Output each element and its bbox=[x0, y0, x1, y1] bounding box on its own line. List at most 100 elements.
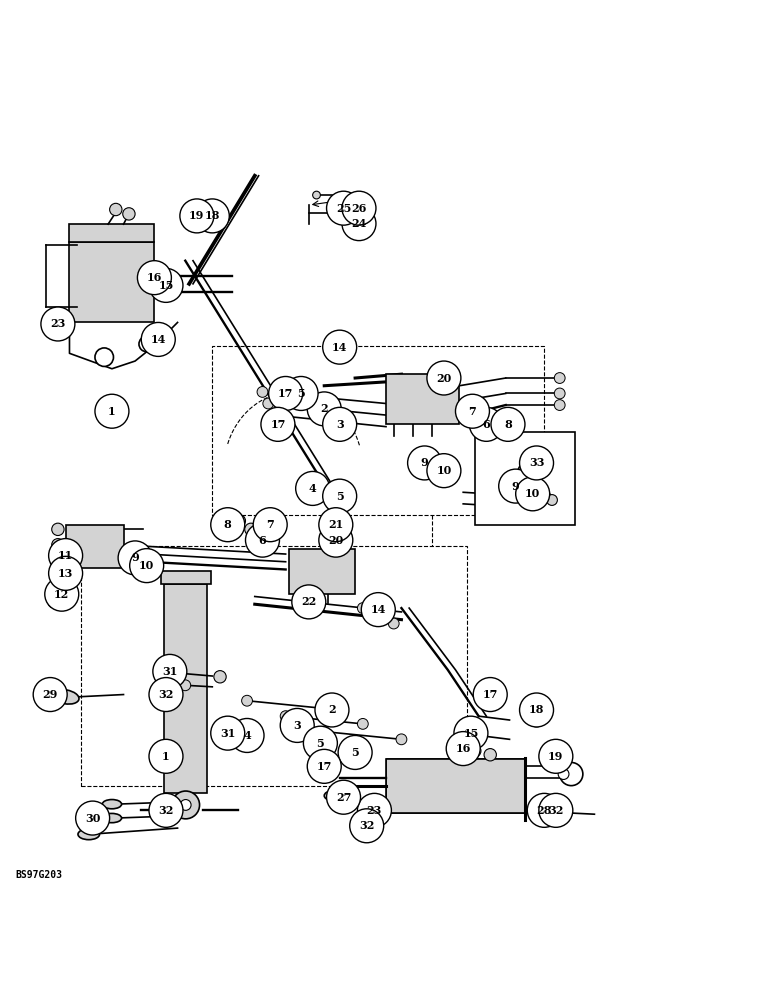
Text: 16: 16 bbox=[455, 743, 471, 754]
Circle shape bbox=[41, 307, 75, 341]
Circle shape bbox=[523, 492, 534, 502]
Text: 32: 32 bbox=[158, 805, 174, 816]
Text: 33: 33 bbox=[529, 457, 544, 468]
Text: 5: 5 bbox=[297, 388, 305, 399]
Bar bbox=[386, 374, 459, 424]
Text: 32: 32 bbox=[548, 805, 564, 816]
Text: 7: 7 bbox=[469, 406, 476, 417]
Circle shape bbox=[180, 800, 191, 810]
Circle shape bbox=[123, 208, 135, 220]
Circle shape bbox=[427, 361, 461, 395]
Circle shape bbox=[554, 400, 565, 410]
Text: 13: 13 bbox=[58, 568, 73, 579]
Text: 2: 2 bbox=[320, 403, 328, 414]
Circle shape bbox=[469, 407, 503, 441]
Circle shape bbox=[455, 394, 489, 428]
Text: 3: 3 bbox=[336, 419, 344, 430]
Ellipse shape bbox=[538, 808, 557, 818]
Circle shape bbox=[408, 446, 442, 480]
Circle shape bbox=[214, 671, 226, 683]
Circle shape bbox=[153, 654, 187, 688]
Circle shape bbox=[59, 567, 72, 580]
Text: 2: 2 bbox=[328, 704, 336, 715]
Text: 1: 1 bbox=[162, 751, 170, 762]
Text: 27: 27 bbox=[336, 792, 351, 803]
Text: 14: 14 bbox=[332, 342, 347, 353]
Circle shape bbox=[129, 546, 141, 559]
Circle shape bbox=[319, 703, 330, 714]
Circle shape bbox=[323, 407, 357, 441]
Text: 23: 23 bbox=[50, 318, 66, 329]
Text: 5: 5 bbox=[336, 491, 344, 502]
Circle shape bbox=[95, 348, 113, 366]
Text: 28: 28 bbox=[537, 805, 552, 816]
Circle shape bbox=[261, 407, 295, 441]
Text: 9: 9 bbox=[421, 457, 428, 468]
Circle shape bbox=[473, 678, 507, 712]
Ellipse shape bbox=[52, 690, 79, 704]
Text: 6: 6 bbox=[259, 535, 266, 546]
Bar bbox=[475, 432, 575, 525]
Text: 10: 10 bbox=[525, 488, 540, 499]
Ellipse shape bbox=[102, 813, 121, 823]
Text: 29: 29 bbox=[42, 689, 58, 700]
Circle shape bbox=[171, 791, 199, 819]
Circle shape bbox=[48, 596, 60, 608]
Text: 6: 6 bbox=[482, 419, 490, 430]
Circle shape bbox=[307, 392, 341, 426]
Text: 4: 4 bbox=[309, 483, 317, 494]
Text: 32: 32 bbox=[158, 689, 174, 700]
Circle shape bbox=[527, 793, 561, 827]
Circle shape bbox=[357, 603, 368, 613]
Circle shape bbox=[262, 398, 273, 409]
Text: 10: 10 bbox=[139, 560, 154, 571]
Bar bbox=[69, 242, 154, 322]
Text: 5: 5 bbox=[351, 747, 359, 758]
Bar bbox=[386, 759, 525, 813]
Text: 32: 32 bbox=[359, 820, 374, 831]
Text: 17: 17 bbox=[482, 689, 498, 700]
Circle shape bbox=[33, 678, 67, 712]
Text: 14: 14 bbox=[151, 334, 166, 345]
Circle shape bbox=[52, 539, 64, 551]
Circle shape bbox=[554, 388, 565, 399]
Circle shape bbox=[292, 585, 326, 619]
Circle shape bbox=[211, 716, 245, 750]
Text: 21: 21 bbox=[328, 519, 344, 530]
Circle shape bbox=[95, 394, 129, 428]
Text: 20: 20 bbox=[436, 373, 452, 384]
Circle shape bbox=[180, 199, 214, 233]
Circle shape bbox=[242, 695, 252, 706]
Circle shape bbox=[523, 503, 534, 514]
Ellipse shape bbox=[78, 829, 100, 840]
Text: 5: 5 bbox=[317, 738, 324, 749]
Circle shape bbox=[142, 550, 154, 563]
Bar bbox=[386, 758, 525, 813]
Circle shape bbox=[52, 554, 64, 566]
Circle shape bbox=[361, 593, 395, 627]
Circle shape bbox=[446, 732, 480, 766]
Circle shape bbox=[195, 199, 229, 233]
Circle shape bbox=[149, 678, 183, 712]
Text: 3: 3 bbox=[293, 720, 301, 731]
Circle shape bbox=[388, 618, 399, 629]
Ellipse shape bbox=[102, 800, 121, 809]
Circle shape bbox=[539, 793, 573, 827]
Circle shape bbox=[245, 523, 279, 557]
Circle shape bbox=[547, 495, 557, 505]
Circle shape bbox=[319, 523, 353, 557]
Circle shape bbox=[284, 376, 318, 410]
Circle shape bbox=[269, 410, 279, 420]
Text: 30: 30 bbox=[85, 813, 100, 824]
Circle shape bbox=[554, 373, 565, 383]
Text: 1: 1 bbox=[108, 406, 116, 417]
Text: 4: 4 bbox=[243, 730, 251, 741]
Circle shape bbox=[327, 191, 361, 225]
Text: 8: 8 bbox=[504, 419, 512, 430]
Circle shape bbox=[491, 407, 525, 441]
Circle shape bbox=[396, 734, 407, 745]
Text: 8: 8 bbox=[224, 519, 232, 530]
Circle shape bbox=[331, 505, 340, 514]
Circle shape bbox=[323, 330, 357, 364]
Bar bbox=[161, 571, 211, 584]
